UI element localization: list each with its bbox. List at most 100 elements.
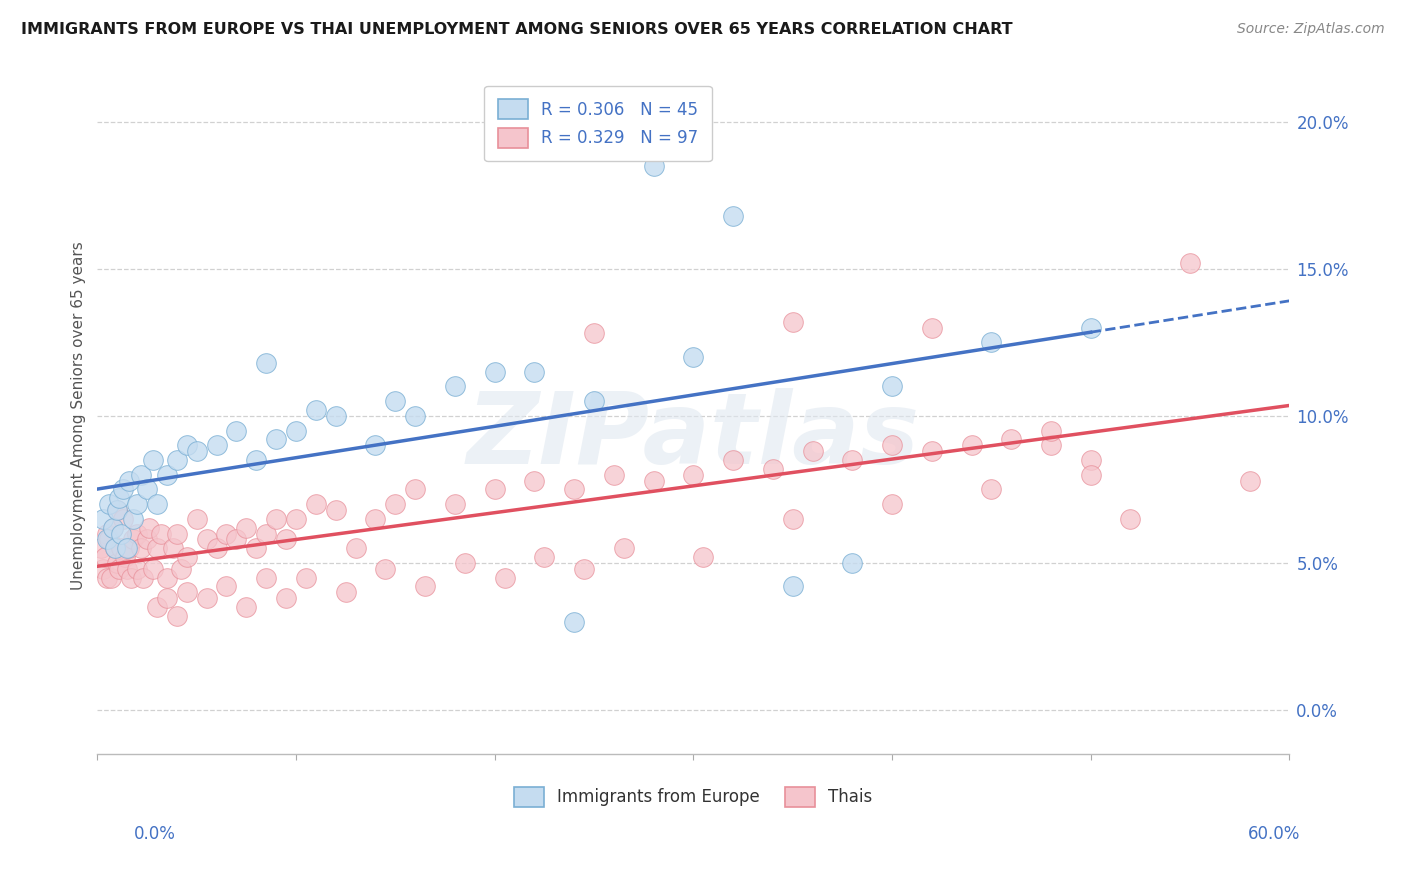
Text: ZIPatlas: ZIPatlas bbox=[467, 388, 920, 484]
Point bbox=[295, 571, 318, 585]
Point bbox=[880, 497, 903, 511]
Point bbox=[1119, 512, 1142, 526]
Point bbox=[103, 521, 125, 535]
Point bbox=[274, 591, 297, 606]
Point bbox=[285, 424, 308, 438]
Point bbox=[254, 571, 277, 585]
Point bbox=[127, 526, 149, 541]
Point bbox=[523, 474, 546, 488]
Point bbox=[782, 315, 804, 329]
Point bbox=[120, 571, 142, 585]
Point bbox=[562, 615, 585, 629]
Point bbox=[364, 512, 387, 526]
Point bbox=[142, 453, 165, 467]
Point bbox=[980, 483, 1002, 497]
Point bbox=[841, 453, 863, 467]
Point bbox=[1080, 453, 1102, 467]
Point bbox=[603, 467, 626, 482]
Text: IMMIGRANTS FROM EUROPE VS THAI UNEMPLOYMENT AMONG SENIORS OVER 65 YEARS CORRELAT: IMMIGRANTS FROM EUROPE VS THAI UNEMPLOYM… bbox=[21, 22, 1012, 37]
Point bbox=[105, 556, 128, 570]
Point bbox=[264, 433, 287, 447]
Point bbox=[156, 591, 179, 606]
Point bbox=[880, 438, 903, 452]
Point bbox=[156, 571, 179, 585]
Point bbox=[444, 379, 467, 393]
Point bbox=[108, 562, 131, 576]
Point bbox=[613, 541, 636, 556]
Point bbox=[305, 403, 328, 417]
Point bbox=[112, 483, 135, 497]
Text: 60.0%: 60.0% bbox=[1249, 825, 1301, 843]
Text: Source: ZipAtlas.com: Source: ZipAtlas.com bbox=[1237, 22, 1385, 37]
Point bbox=[582, 394, 605, 409]
Point bbox=[205, 438, 228, 452]
Point bbox=[413, 579, 436, 593]
Point bbox=[572, 562, 595, 576]
Point bbox=[384, 394, 406, 409]
Point bbox=[176, 438, 198, 452]
Point bbox=[484, 365, 506, 379]
Point bbox=[186, 444, 208, 458]
Point bbox=[127, 562, 149, 576]
Point bbox=[454, 556, 477, 570]
Y-axis label: Unemployment Among Seniors over 65 years: Unemployment Among Seniors over 65 years bbox=[72, 242, 86, 591]
Point bbox=[146, 541, 169, 556]
Point bbox=[344, 541, 367, 556]
Point bbox=[494, 571, 516, 585]
Point bbox=[523, 365, 546, 379]
Point bbox=[127, 497, 149, 511]
Point bbox=[643, 159, 665, 173]
Point bbox=[96, 533, 118, 547]
Point bbox=[643, 474, 665, 488]
Point bbox=[335, 585, 357, 599]
Point bbox=[166, 453, 188, 467]
Point bbox=[404, 483, 426, 497]
Point bbox=[98, 497, 121, 511]
Point bbox=[98, 533, 121, 547]
Point bbox=[721, 209, 744, 223]
Point bbox=[264, 512, 287, 526]
Point bbox=[149, 526, 172, 541]
Point bbox=[444, 497, 467, 511]
Point bbox=[100, 571, 122, 585]
Point bbox=[112, 512, 135, 526]
Point bbox=[129, 467, 152, 482]
Point bbox=[980, 335, 1002, 350]
Point bbox=[105, 503, 128, 517]
Point bbox=[136, 533, 159, 547]
Point bbox=[274, 533, 297, 547]
Point bbox=[384, 497, 406, 511]
Point bbox=[94, 550, 117, 565]
Point bbox=[166, 608, 188, 623]
Point bbox=[195, 591, 218, 606]
Point bbox=[96, 526, 118, 541]
Point bbox=[104, 541, 127, 556]
Point bbox=[225, 424, 247, 438]
Point bbox=[404, 409, 426, 423]
Point bbox=[195, 533, 218, 547]
Point bbox=[1000, 433, 1022, 447]
Point bbox=[96, 571, 118, 585]
Point bbox=[325, 409, 347, 423]
Point bbox=[129, 541, 152, 556]
Point bbox=[138, 521, 160, 535]
Point bbox=[115, 541, 138, 556]
Point bbox=[115, 562, 138, 576]
Point bbox=[170, 562, 193, 576]
Point bbox=[146, 600, 169, 615]
Point bbox=[91, 512, 114, 526]
Point bbox=[215, 526, 238, 541]
Point bbox=[285, 512, 308, 526]
Point bbox=[782, 579, 804, 593]
Text: 0.0%: 0.0% bbox=[134, 825, 176, 843]
Point bbox=[245, 453, 267, 467]
Point bbox=[90, 541, 112, 556]
Point bbox=[245, 541, 267, 556]
Point bbox=[1039, 424, 1062, 438]
Point bbox=[841, 556, 863, 570]
Point bbox=[484, 483, 506, 497]
Point bbox=[215, 579, 238, 593]
Point bbox=[254, 526, 277, 541]
Point bbox=[1178, 256, 1201, 270]
Point bbox=[176, 585, 198, 599]
